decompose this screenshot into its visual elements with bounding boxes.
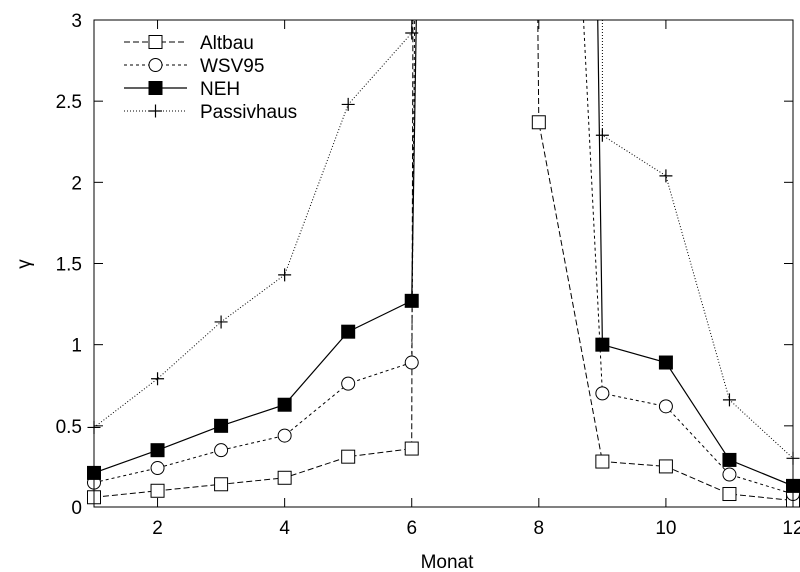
legend-label: WSV95 — [200, 56, 264, 77]
data-point-altbau — [277, 470, 292, 485]
data-point-altbau — [531, 115, 546, 130]
legend-item: Altbau — [124, 33, 254, 54]
data-point-neh — [658, 355, 673, 370]
data-point-altbau — [658, 459, 673, 474]
data-point-neh — [595, 337, 610, 352]
series-lines — [94, 20, 793, 501]
x-tick-labels: 2 4 6 8 10 12 — [152, 518, 800, 539]
y-tick-label: 2.5 — [56, 92, 82, 113]
data-point-neh — [404, 293, 419, 308]
y-tick-label: 3 — [71, 11, 82, 32]
data-point-altbau — [341, 449, 356, 464]
data-point-altbau — [214, 477, 229, 492]
data-point-passivhaus — [151, 372, 165, 386]
y-tick-labels: 0 0.5 1 1.5 2 2.5 3 — [56, 11, 82, 519]
data-point-wsv95 — [150, 461, 165, 476]
data-point-wsv95 — [404, 355, 419, 370]
legend-marker — [149, 104, 162, 118]
series-line-passivhaus — [94, 20, 793, 459]
data-point-neh — [341, 324, 356, 339]
legend-marker — [148, 35, 163, 49]
series-line-wsv95 — [94, 20, 793, 495]
x-tick-label: 4 — [279, 518, 290, 539]
data-point-wsv95 — [658, 399, 673, 414]
data-point-wsv95 — [277, 428, 292, 443]
data-point-passivhaus — [214, 315, 228, 329]
y-tick-label: 1 — [71, 336, 82, 357]
data-point-wsv95 — [341, 376, 356, 391]
data-point-passivhaus — [659, 169, 673, 183]
data-point-wsv95 — [722, 467, 737, 482]
data-point-wsv95 — [595, 386, 610, 401]
data-point-neh — [214, 418, 229, 433]
data-point-neh — [150, 443, 165, 458]
x-tick-label: 12 — [782, 518, 800, 539]
series-line-neh — [94, 20, 793, 487]
y-tick-label: 2 — [71, 173, 82, 194]
data-point-altbau — [150, 483, 165, 498]
data-point-neh — [722, 452, 737, 467]
data-point-altbau — [595, 454, 610, 469]
y-tick-label: 0 — [71, 498, 82, 519]
legend-item: Passivhaus — [124, 102, 297, 123]
x-tick-label: 8 — [534, 518, 545, 539]
series-markers — [87, 26, 800, 508]
y-axis-title: γ — [14, 259, 35, 269]
legend-label: NEH — [200, 79, 240, 100]
x-axis-title: Monat — [421, 552, 475, 572]
series-line-altbau — [94, 20, 793, 501]
data-point-wsv95 — [214, 443, 229, 458]
x-tick-label: 2 — [152, 518, 163, 539]
x-tick-label: 10 — [655, 518, 676, 539]
legend-marker — [148, 58, 163, 72]
data-point-altbau — [722, 487, 737, 502]
legend-marker — [148, 81, 163, 95]
data-point-passivhaus — [341, 97, 355, 111]
legend-item: NEH — [124, 79, 240, 100]
data-point-passivhaus — [595, 128, 609, 142]
legend-item: WSV95 — [124, 56, 264, 77]
legend-label: Altbau — [200, 33, 254, 54]
data-point-neh — [277, 397, 292, 412]
y-tick-label: 0.5 — [56, 417, 82, 438]
x-tick-label: 6 — [406, 518, 417, 539]
y-tick-label: 1.5 — [56, 255, 82, 276]
axis-ticks — [94, 19, 794, 508]
legend-label: Passivhaus — [200, 102, 297, 123]
data-point-passivhaus — [722, 393, 736, 407]
data-point-altbau — [404, 441, 419, 456]
data-point-passivhaus — [278, 268, 292, 282]
